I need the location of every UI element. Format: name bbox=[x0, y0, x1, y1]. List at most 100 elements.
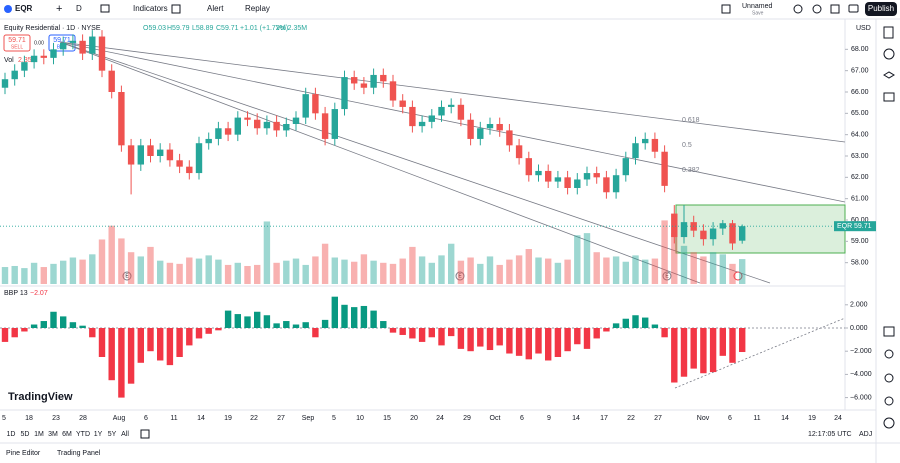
watchlist-icon[interactable] bbox=[883, 26, 894, 39]
divergence-line[interactable] bbox=[674, 317, 846, 389]
sell-price[interactable]: 59.71 bbox=[8, 37, 26, 44]
candle-body bbox=[11, 70, 18, 80]
bbp-bar bbox=[234, 314, 241, 328]
volume-bar bbox=[254, 264, 261, 284]
fib-fan-line[interactable] bbox=[59, 41, 771, 284]
range-button[interactable]: 3M bbox=[48, 431, 58, 438]
bbp-bar bbox=[574, 328, 581, 345]
candle-body bbox=[1, 79, 9, 88]
earnings-label[interactable]: E bbox=[665, 273, 669, 279]
bbp-bar bbox=[642, 317, 649, 328]
help-icon[interactable] bbox=[883, 417, 895, 429]
y-tick-label: 62.00 bbox=[851, 174, 869, 181]
range-button[interactable]: 5Y bbox=[108, 431, 117, 438]
candle-body bbox=[263, 121, 271, 129]
volume-bar bbox=[399, 258, 406, 284]
dividend-marker[interactable] bbox=[733, 271, 743, 281]
volume-bar bbox=[583, 233, 591, 284]
range-button[interactable]: All bbox=[121, 431, 129, 438]
bbp-bar bbox=[418, 328, 426, 342]
bbp-bar bbox=[254, 311, 261, 328]
earnings-label[interactable]: E bbox=[458, 273, 462, 279]
bbp-bar bbox=[515, 328, 523, 356]
adj-toggle[interactable]: ADJ bbox=[859, 431, 872, 438]
snapshot-icon[interactable] bbox=[848, 4, 859, 13]
earnings-marker[interactable] bbox=[455, 271, 465, 281]
fib-fan-line[interactable] bbox=[59, 41, 846, 203]
symbol[interactable]: EQR bbox=[15, 4, 33, 13]
layers-icon[interactable] bbox=[883, 71, 895, 79]
candle-body bbox=[506, 130, 513, 146]
volume-bar bbox=[11, 265, 18, 284]
y-tick-label: 65.00 bbox=[851, 110, 869, 117]
search-icon[interactable] bbox=[793, 4, 803, 14]
save[interactable]: Save bbox=[752, 10, 764, 16]
calendar-icon[interactable] bbox=[883, 326, 895, 337]
go-to-date[interactable] bbox=[140, 429, 150, 439]
volume-bar bbox=[418, 256, 426, 284]
x-tick-label: Aug bbox=[113, 415, 126, 422]
x-tick-label: Sep bbox=[302, 415, 315, 422]
fib-fan-line[interactable] bbox=[59, 41, 701, 284]
candle-body bbox=[574, 179, 581, 188]
interval[interactable]: D bbox=[76, 4, 82, 13]
candle-body bbox=[603, 177, 610, 193]
fullscreen-icon[interactable] bbox=[830, 4, 840, 14]
range-button[interactable]: 1Y bbox=[94, 431, 103, 438]
replay[interactable]: Replay bbox=[245, 4, 270, 13]
x-tick-label: 22 bbox=[627, 415, 635, 422]
chart-legend-title: Equity Residential · 1D · NYSE bbox=[4, 25, 101, 32]
layout-icon[interactable] bbox=[721, 4, 731, 14]
y-tick-label: 60.00 bbox=[851, 217, 869, 224]
candle-body bbox=[448, 104, 455, 107]
earnings-marker[interactable] bbox=[662, 271, 672, 281]
volume-bar bbox=[283, 260, 290, 284]
alerts-icon[interactable] bbox=[883, 48, 895, 60]
x-tick-label: 29 bbox=[463, 415, 471, 422]
symbol-icon bbox=[4, 5, 12, 13]
volume-bar bbox=[409, 246, 416, 284]
notifications-icon[interactable] bbox=[884, 396, 894, 406]
layout-name[interactable]: Unnamed bbox=[742, 3, 772, 10]
bbp-bar bbox=[360, 305, 368, 328]
candle-body bbox=[409, 106, 416, 127]
settings-icon[interactable] bbox=[812, 4, 822, 14]
bbp-bar bbox=[11, 328, 18, 338]
fib-fan-line[interactable] bbox=[59, 41, 846, 143]
volume-bar bbox=[176, 263, 183, 284]
indicators[interactable]: Indicators bbox=[133, 4, 168, 13]
add-symbol[interactable]: + bbox=[56, 3, 62, 15]
bbp-bar bbox=[283, 321, 290, 328]
templates-icon[interactable] bbox=[171, 4, 181, 14]
drawings bbox=[59, 41, 846, 389]
chart-type-icon[interactable] bbox=[100, 4, 110, 13]
candle-body bbox=[331, 109, 338, 139]
pine-editor[interactable]: Pine Editor bbox=[6, 450, 41, 457]
publish-label[interactable]: Publish bbox=[868, 4, 894, 13]
range-button[interactable]: YTD bbox=[76, 431, 90, 438]
sell-button[interactable] bbox=[3, 34, 31, 52]
range-button[interactable]: 1M bbox=[34, 431, 44, 438]
buy-price[interactable]: 59.71 bbox=[53, 37, 71, 44]
earnings-marker[interactable] bbox=[122, 271, 132, 281]
range-button[interactable]: 1D bbox=[7, 431, 16, 438]
volume-bar bbox=[166, 262, 174, 284]
range-button[interactable]: 6M bbox=[62, 431, 72, 438]
trading-panel[interactable]: Trading Panel bbox=[57, 450, 101, 457]
range-button[interactable]: 5D bbox=[21, 431, 30, 438]
bbp-bar bbox=[30, 324, 38, 328]
earnings-label[interactable]: E bbox=[125, 273, 129, 279]
candle-body bbox=[399, 100, 406, 107]
alert[interactable]: Alert bbox=[207, 4, 224, 13]
range-box[interactable] bbox=[675, 204, 846, 254]
sell-label[interactable]: SELL bbox=[11, 44, 23, 50]
ideas-icon[interactable] bbox=[884, 349, 894, 359]
chat-icon[interactable] bbox=[883, 92, 895, 102]
y-tick-label: 64.00 bbox=[851, 132, 869, 139]
streams-icon[interactable] bbox=[884, 373, 894, 383]
publish-button[interactable] bbox=[865, 2, 897, 16]
bbp-bar bbox=[729, 328, 736, 363]
bbp-bar bbox=[612, 323, 620, 328]
volume-bar bbox=[593, 252, 600, 284]
